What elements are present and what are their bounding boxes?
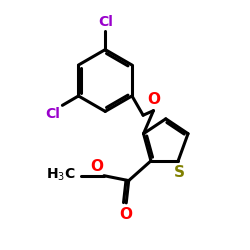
Text: H$_3$C: H$_3$C	[46, 166, 76, 183]
Text: O: O	[120, 206, 133, 222]
Text: Cl: Cl	[46, 106, 60, 120]
Text: O: O	[90, 159, 103, 174]
Text: O: O	[147, 92, 160, 107]
Text: S: S	[174, 165, 185, 180]
Text: Cl: Cl	[98, 15, 113, 29]
